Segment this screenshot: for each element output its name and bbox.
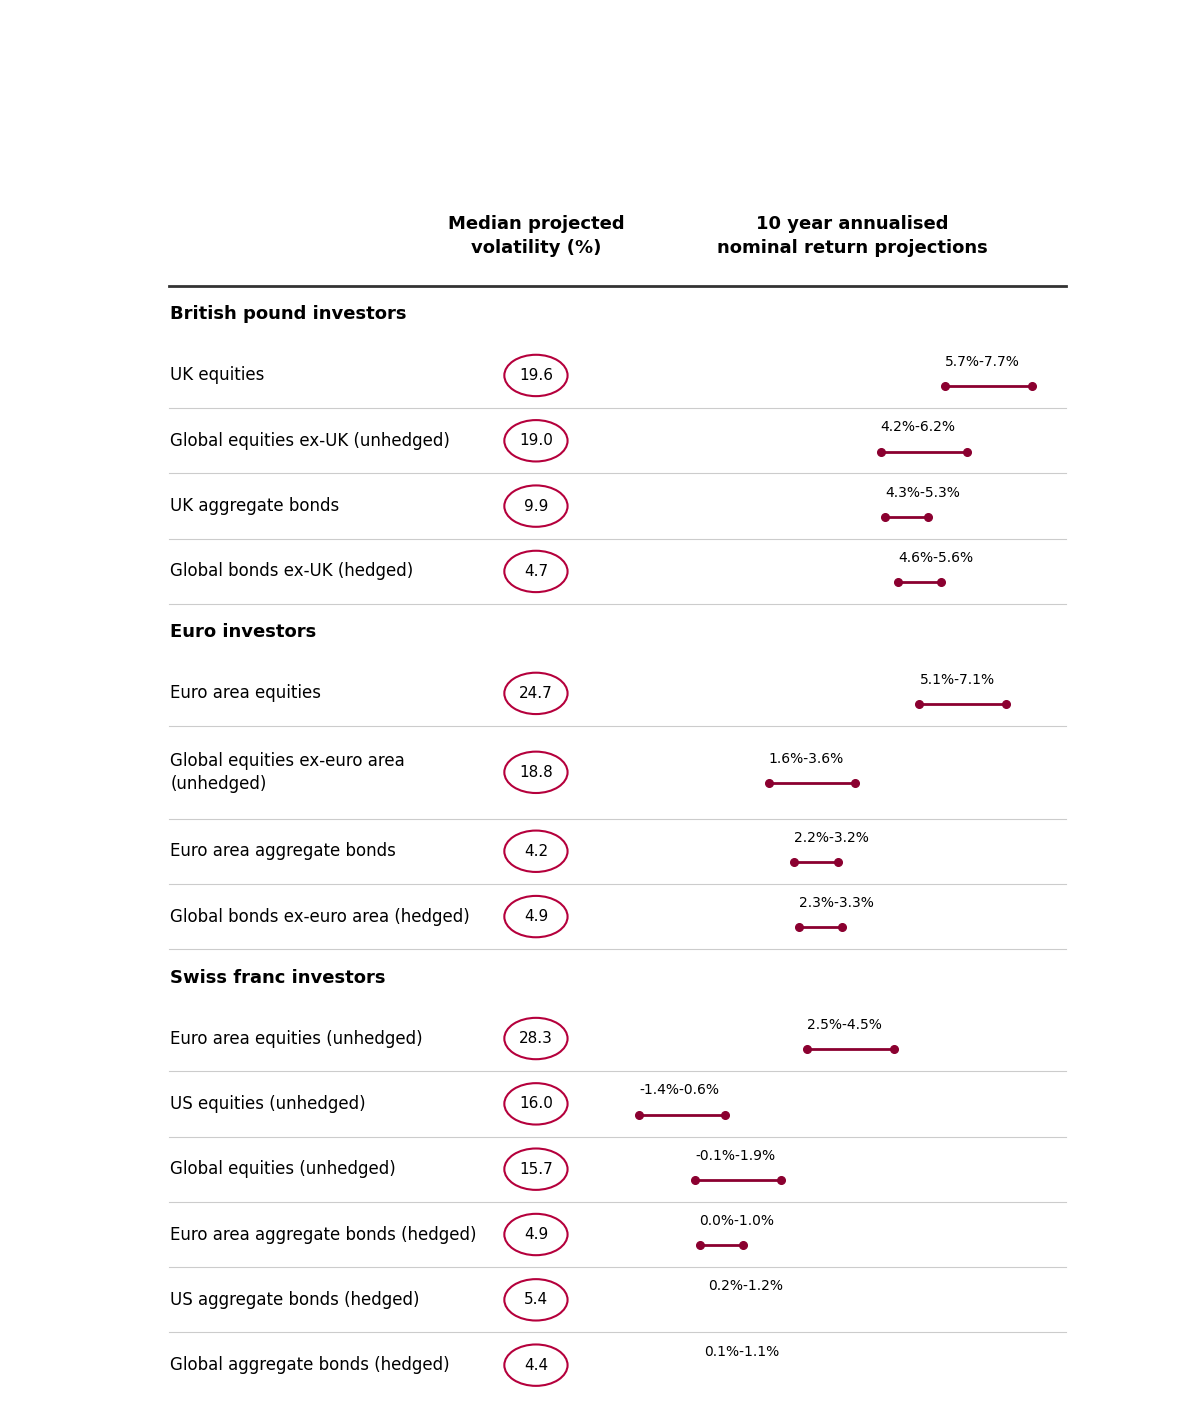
Text: 9.9: 9.9: [523, 499, 548, 513]
Text: UK equities: UK equities: [170, 366, 265, 385]
Text: 4.2%-6.2%: 4.2%-6.2%: [881, 420, 955, 434]
Text: -0.1%-1.9%: -0.1%-1.9%: [695, 1148, 775, 1162]
Text: 4.4: 4.4: [524, 1357, 548, 1373]
Text: British pound investors: British pound investors: [170, 305, 407, 324]
Text: Median projected
volatility (%): Median projected volatility (%): [448, 215, 624, 257]
Text: Swiss franc investors: Swiss franc investors: [170, 969, 386, 987]
Text: 4.3%-5.3%: 4.3%-5.3%: [884, 485, 960, 499]
Text: 2.5%-4.5%: 2.5%-4.5%: [808, 1018, 882, 1032]
Text: 4.9: 4.9: [524, 909, 548, 925]
Text: 10 year annualised
nominal return projections: 10 year annualised nominal return projec…: [716, 215, 988, 257]
Text: Euro area equities (unhedged): Euro area equities (unhedged): [170, 1029, 424, 1048]
Text: US equities (unhedged): US equities (unhedged): [170, 1094, 366, 1113]
Text: 4.7: 4.7: [524, 564, 548, 578]
Text: 24.7: 24.7: [520, 686, 553, 701]
Text: 15.7: 15.7: [520, 1162, 553, 1176]
Text: Euro area aggregate bonds (hedged): Euro area aggregate bonds (hedged): [170, 1226, 476, 1243]
Text: 2.2%-3.2%: 2.2%-3.2%: [794, 830, 869, 844]
Text: 16.0: 16.0: [520, 1096, 553, 1111]
Text: 5.4: 5.4: [524, 1292, 548, 1308]
Text: US aggregate bonds (hedged): US aggregate bonds (hedged): [170, 1291, 420, 1309]
Text: Euro investors: Euro investors: [170, 624, 317, 642]
Text: Euro area equities: Euro area equities: [170, 684, 322, 703]
Text: -1.4%-0.6%: -1.4%-0.6%: [640, 1083, 719, 1097]
Text: 28.3: 28.3: [520, 1031, 553, 1046]
Text: 2.3%-3.3%: 2.3%-3.3%: [799, 896, 874, 911]
Text: 1.6%-3.6%: 1.6%-3.6%: [768, 752, 844, 766]
Text: 4.2: 4.2: [524, 844, 548, 858]
Text: 4.9: 4.9: [524, 1227, 548, 1241]
Text: Global bonds ex-euro area (hedged): Global bonds ex-euro area (hedged): [170, 908, 470, 926]
Text: 18.8: 18.8: [520, 765, 553, 779]
Text: Global bonds ex-UK (hedged): Global bonds ex-UK (hedged): [170, 563, 414, 580]
Text: Global equities ex-euro area
(unhedged): Global equities ex-euro area (unhedged): [170, 752, 406, 793]
Text: 0.0%-1.0%: 0.0%-1.0%: [700, 1215, 774, 1227]
Text: 19.0: 19.0: [520, 433, 553, 448]
Text: 4.6%-5.6%: 4.6%-5.6%: [898, 551, 973, 566]
Text: Global aggregate bonds (hedged): Global aggregate bonds (hedged): [170, 1356, 450, 1374]
Text: 5.1%-7.1%: 5.1%-7.1%: [919, 673, 995, 687]
Text: Euro area aggregate bonds: Euro area aggregate bonds: [170, 843, 396, 860]
Text: UK aggregate bonds: UK aggregate bonds: [170, 498, 340, 515]
Text: 0.2%-1.2%: 0.2%-1.2%: [708, 1280, 784, 1294]
Text: Global equities ex-UK (unhedged): Global equities ex-UK (unhedged): [170, 431, 450, 450]
Text: 5.7%-7.7%: 5.7%-7.7%: [946, 355, 1020, 369]
Text: 0.1%-1.1%: 0.1%-1.1%: [704, 1345, 779, 1359]
Text: Global equities (unhedged): Global equities (unhedged): [170, 1159, 396, 1178]
Text: 19.6: 19.6: [518, 368, 553, 383]
